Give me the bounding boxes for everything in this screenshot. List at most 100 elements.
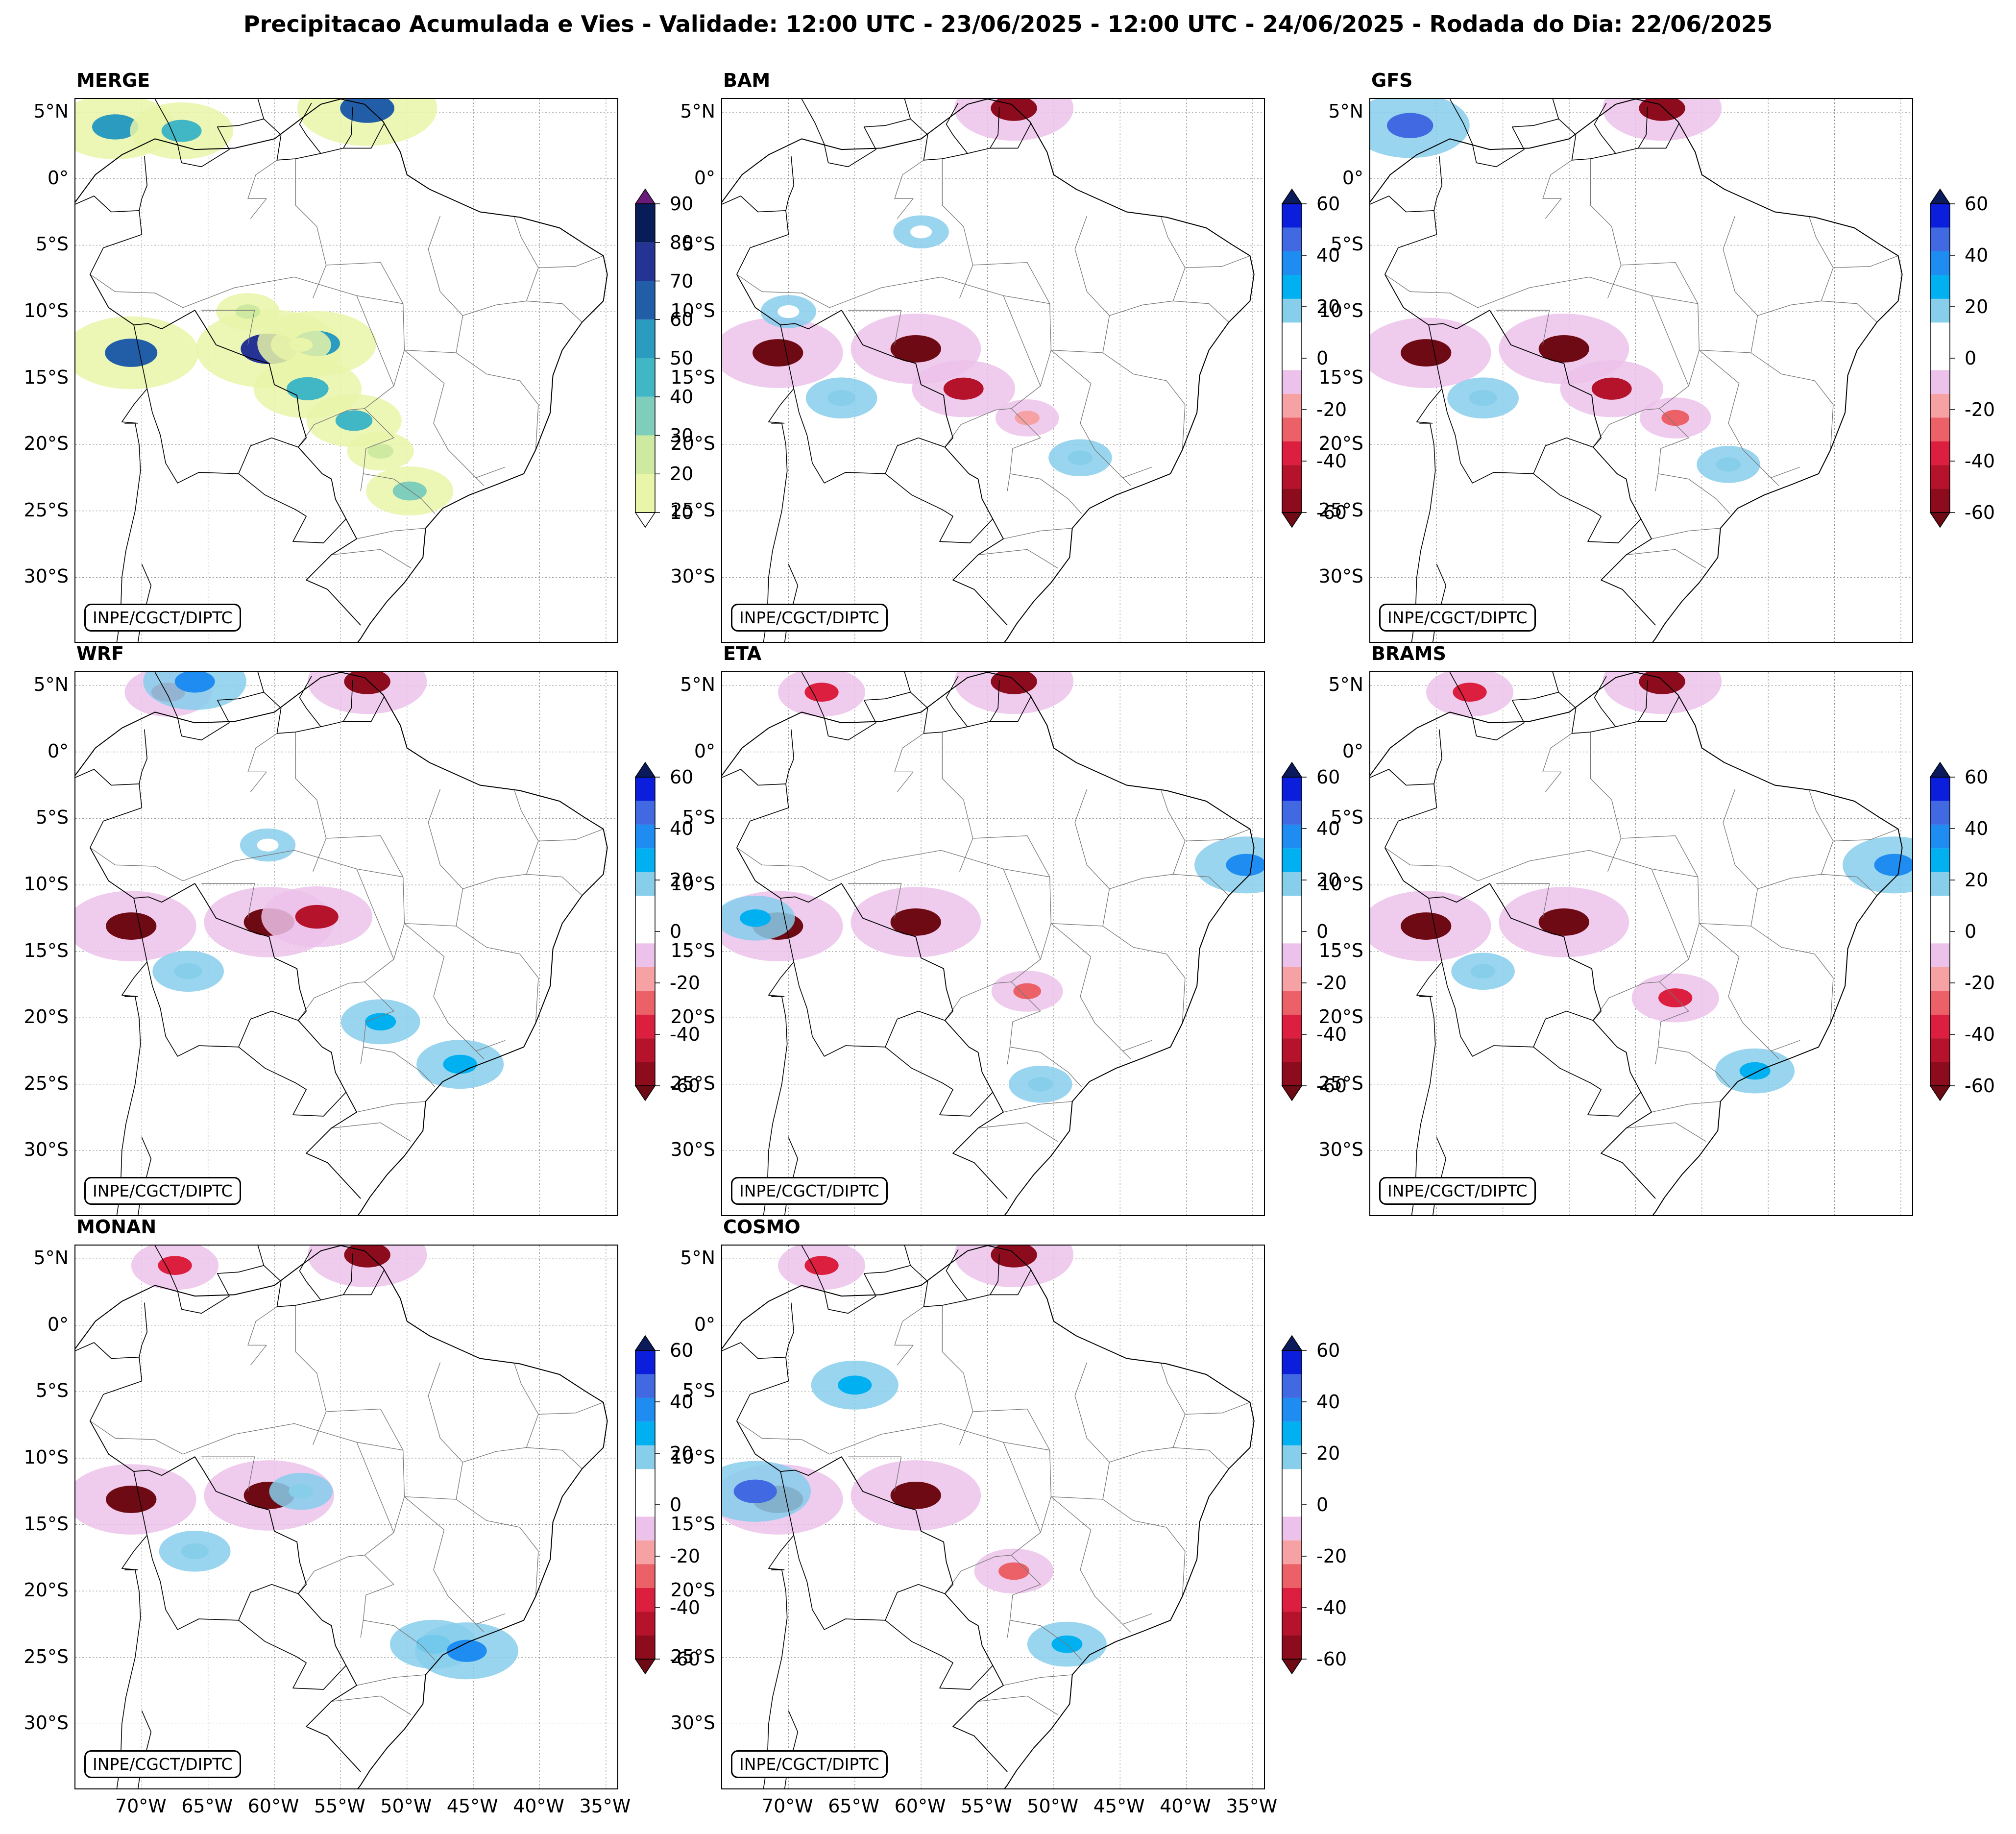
field-core <box>827 390 856 406</box>
boundaries <box>1370 672 1903 1215</box>
country-border <box>768 961 794 997</box>
country-border <box>1428 324 1594 484</box>
colorbar-swatch <box>1282 896 1302 920</box>
lon-label: 55°W <box>960 1795 1012 1817</box>
state-border <box>295 159 327 299</box>
state-border <box>1122 1624 1131 1633</box>
colorbar-tick: -60 <box>670 1075 701 1097</box>
lat-label: 5°S <box>1330 807 1363 829</box>
country-border <box>780 324 946 484</box>
colorbar-swatch <box>1282 322 1302 346</box>
lat-label: 25°S <box>24 499 69 521</box>
state-border <box>1593 408 1660 447</box>
colorbar-swatch <box>635 1612 655 1636</box>
state-border <box>1821 300 1877 323</box>
state-border <box>1658 1047 1730 1087</box>
lon-label: 55°W <box>314 1795 365 1817</box>
colorbar-swatch <box>1930 824 1950 849</box>
country-border <box>139 156 147 211</box>
country-border <box>990 107 1000 148</box>
colorbar-over-arrow <box>634 761 656 778</box>
lat-label: 20°S <box>24 1579 69 1601</box>
colorbar-swatch <box>1930 227 1950 251</box>
country-border <box>722 1342 789 1421</box>
country-border <box>1594 676 1616 727</box>
boundaries <box>75 672 608 1215</box>
colorbar-swatch <box>1282 227 1302 251</box>
colorbar-swatch <box>1930 777 1950 801</box>
state-border <box>462 217 539 316</box>
field-core <box>1068 450 1093 465</box>
colorbar-swatch <box>635 474 655 513</box>
lat-label: 30°S <box>24 1712 69 1734</box>
colorbar-swatch <box>1282 1445 1302 1469</box>
state-border <box>1830 404 1834 450</box>
state-border <box>1182 404 1186 450</box>
country-border <box>801 99 829 163</box>
state-border <box>331 549 412 568</box>
field-core <box>340 99 395 123</box>
country-border <box>1370 769 1437 848</box>
colorbar-swatch <box>1930 1062 1950 1086</box>
country-border <box>946 676 968 727</box>
colorbar-swatch <box>635 1469 655 1493</box>
state-border <box>1626 1122 1706 1142</box>
state-border <box>1699 923 1800 1051</box>
lat-label: 15°S <box>670 1513 715 1535</box>
field-core <box>890 908 941 936</box>
country-border <box>299 1249 321 1300</box>
state-border <box>1750 352 1834 405</box>
field-core <box>991 1246 1037 1268</box>
field-core <box>1051 1635 1083 1653</box>
colorbar-swatch <box>1930 322 1950 346</box>
coastline <box>75 99 608 642</box>
colorbar-swatch <box>635 848 655 872</box>
colorbar-under-arrow <box>1281 1659 1303 1675</box>
state-border <box>1003 1674 1072 1686</box>
field-core <box>295 905 339 929</box>
colorbar-swatch <box>1282 1421 1302 1445</box>
colorbar-swatch <box>1930 489 1950 513</box>
country-border <box>1433 156 1442 211</box>
coastline <box>75 1246 608 1788</box>
lat-label: 15°S <box>24 1513 69 1535</box>
colorbar: 60 40 20 0 -20 -40 -60 <box>631 1333 743 1686</box>
state-border <box>356 869 394 960</box>
map-panel-monan: MONAN INPE/CGCT/DIPTC 5°N 0° 5°S 10°S 15°S 20°S… <box>24 1216 701 1817</box>
colorbar-over-arrow <box>1281 188 1303 204</box>
country-border <box>904 99 911 119</box>
colorbar-swatch <box>1282 393 1302 418</box>
colorbar-swatch <box>1282 465 1302 489</box>
country-border <box>990 680 1000 722</box>
colorbar-swatch <box>635 1635 655 1659</box>
country-border <box>1476 691 1680 741</box>
colorbar-swatch <box>1282 441 1302 465</box>
colorbar-under-arrow <box>1281 512 1303 528</box>
colorbar-swatch <box>635 1062 655 1086</box>
state-border <box>360 1496 405 1638</box>
state-border <box>404 350 506 478</box>
colorbar-tick: 60 <box>1965 766 1989 788</box>
colorbar-swatch <box>1282 824 1302 849</box>
state-border <box>526 300 583 323</box>
state-border <box>404 923 506 1051</box>
country-border <box>768 388 794 424</box>
state-border <box>1542 733 1572 792</box>
state-border <box>1185 1402 1250 1415</box>
state-border <box>1102 926 1186 978</box>
field-layer <box>722 1246 1107 1667</box>
state-border <box>736 1420 1050 1455</box>
lat-label: 30°S <box>24 1139 69 1161</box>
country-border <box>946 102 968 154</box>
lat-label: 0° <box>694 1313 715 1335</box>
colorbar-tick: -20 <box>670 1545 701 1567</box>
state-border <box>1621 789 1758 927</box>
lat-label: 30°S <box>670 1139 715 1161</box>
lat-label: 20°S <box>1318 433 1363 455</box>
colorbar-under-arrow <box>1929 512 1951 528</box>
colorbar-tick: 0 <box>670 921 682 942</box>
colorbar-tick: -40 <box>1316 1024 1347 1045</box>
country-border <box>785 156 794 211</box>
state-border <box>1003 295 1041 387</box>
state-border <box>1621 216 1758 353</box>
